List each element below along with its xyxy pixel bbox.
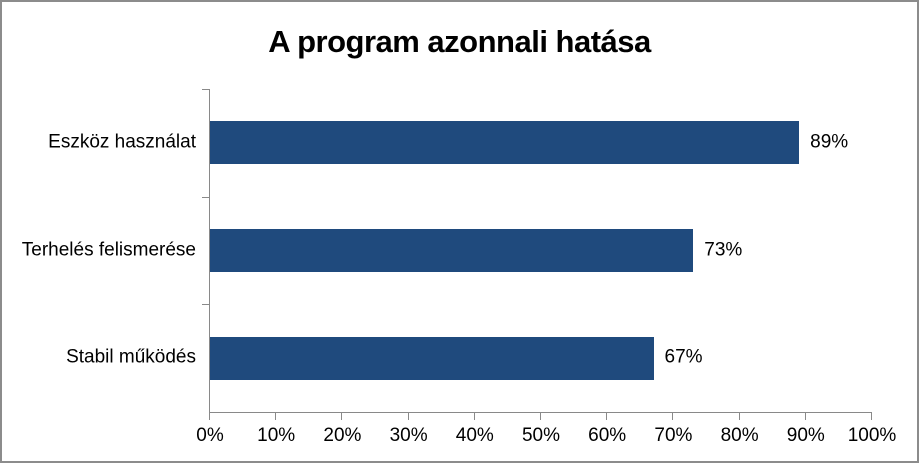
x-axis-tick bbox=[540, 413, 541, 420]
x-axis-tick bbox=[407, 413, 409, 420]
x-axis-tick bbox=[738, 413, 740, 420]
bar bbox=[210, 229, 694, 272]
y-axis-tick bbox=[202, 196, 209, 198]
bar-row: Terhelés felismerése 73% bbox=[22, 229, 872, 272]
x-tick-label: 40% bbox=[455, 425, 494, 446]
x-axis-tick bbox=[672, 413, 674, 420]
category-label: Eszköz használat bbox=[48, 131, 196, 153]
x-tick-label: 10% bbox=[257, 425, 296, 446]
x-tick-label: 0% bbox=[196, 425, 224, 446]
x-tick-label: 60% bbox=[588, 425, 627, 446]
bar-row: Eszköz használat 89% bbox=[48, 121, 872, 165]
x-tick-label: 90% bbox=[786, 425, 825, 446]
value-label: 73% bbox=[704, 239, 743, 261]
x-axis-tick bbox=[804, 413, 806, 420]
x-axis-tick bbox=[473, 413, 475, 420]
x-axis-tick bbox=[871, 413, 872, 420]
value-label: 89% bbox=[810, 131, 849, 153]
x-tick-label: 50% bbox=[521, 425, 561, 446]
y-axis-tick bbox=[202, 304, 209, 306]
x-tick-label: 30% bbox=[389, 425, 428, 446]
bar-row: Stabil működés 67% bbox=[66, 336, 872, 380]
x-axis-tick bbox=[606, 413, 608, 420]
chart-title: A program azonnali hatása bbox=[268, 24, 651, 59]
x-axis-tick bbox=[341, 413, 343, 420]
bar bbox=[210, 336, 654, 380]
value-label: 67% bbox=[664, 346, 703, 368]
category-label: Terhelés felismerése bbox=[21, 239, 196, 261]
x-tick-label: 80% bbox=[720, 425, 759, 446]
bar bbox=[210, 121, 800, 165]
x-tick-label: 20% bbox=[323, 425, 362, 446]
x-axis-tick bbox=[209, 413, 210, 420]
plot-area: Eszköz használat 89% Terhelés felismerése 7… bbox=[22, 89, 896, 446]
category-label: Stabil működés bbox=[66, 346, 196, 368]
x-tick-label: 100% bbox=[847, 425, 897, 446]
y-axis-tick bbox=[202, 89, 209, 90]
x-axis-tick bbox=[275, 413, 277, 420]
x-tick-label: 70% bbox=[654, 425, 693, 446]
